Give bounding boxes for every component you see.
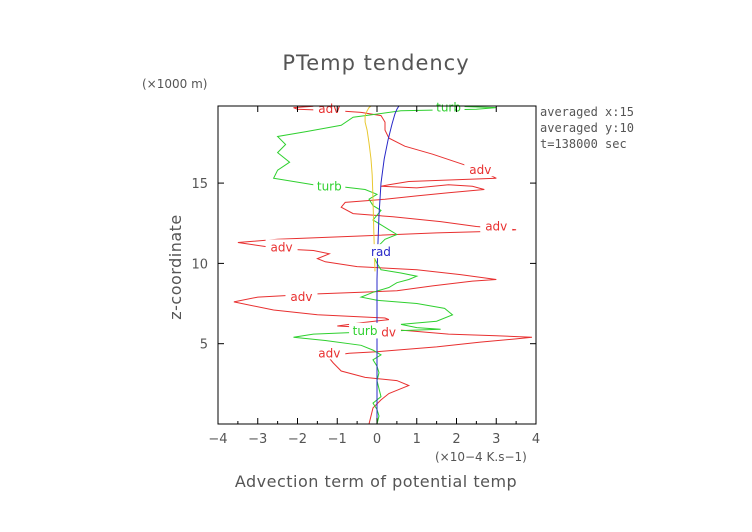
- series-label-adv: adv: [318, 346, 340, 360]
- x-tick-label: −4: [208, 432, 227, 447]
- x-tick-label: 2: [452, 432, 460, 447]
- y-axis-label: z-coordinate: [166, 214, 185, 320]
- series-label-rad: rad: [371, 245, 391, 259]
- series-label-adv: adv: [290, 290, 312, 304]
- series-layer: [233, 105, 533, 425]
- contour-label-bg: [285, 289, 318, 304]
- x-tick-label: 0: [373, 432, 381, 447]
- contour-label-bg: [265, 239, 298, 254]
- y-tick-label: 5: [200, 338, 208, 353]
- y-tick-label: 10: [191, 257, 208, 272]
- x-tick-label: 1: [413, 432, 421, 447]
- x-axis-label: Advection term of potential temp: [235, 472, 517, 491]
- x-tick-label: 4: [532, 432, 540, 447]
- contour-label-bg: [364, 244, 397, 259]
- ticks-layer: −4 −3 −2 −1 0 1 2 3 4 5 10 15: [191, 106, 540, 447]
- annotation-averaged-y: averaged y:10: [540, 121, 634, 135]
- annotation-averaged-x: averaged x:15: [540, 105, 634, 119]
- y-unit-label: (×1000 m): [142, 77, 207, 91]
- contour-label-bg: [313, 178, 346, 193]
- series-label-adv: adv: [271, 240, 293, 254]
- series-line-aux: [364, 105, 376, 272]
- contour-label-bg: [464, 162, 497, 177]
- annotation-time: t=138000 sec: [540, 137, 627, 151]
- x-unit-label: (×10−4 K.s−1): [435, 450, 527, 464]
- x-tick-label: −3: [248, 432, 267, 447]
- x-tick-label: −2: [288, 432, 307, 447]
- series-label-turb: turb: [317, 179, 342, 193]
- series-line-rad: [376, 105, 400, 424]
- contour-label-bg: [313, 345, 346, 360]
- contour-label-bg: [349, 322, 382, 337]
- x-tick-label: 3: [492, 432, 500, 447]
- series-label-adv: adv: [485, 219, 507, 233]
- series-label-adv: adv: [469, 163, 491, 177]
- contour-label-bg: [480, 218, 513, 233]
- chart-title: PTemp tendency: [282, 51, 469, 75]
- x-tick-label: −1: [328, 432, 347, 447]
- series-label-turb: turb: [436, 101, 461, 115]
- series-label-turb: turb: [353, 324, 378, 338]
- y-tick-label: 15: [191, 177, 208, 192]
